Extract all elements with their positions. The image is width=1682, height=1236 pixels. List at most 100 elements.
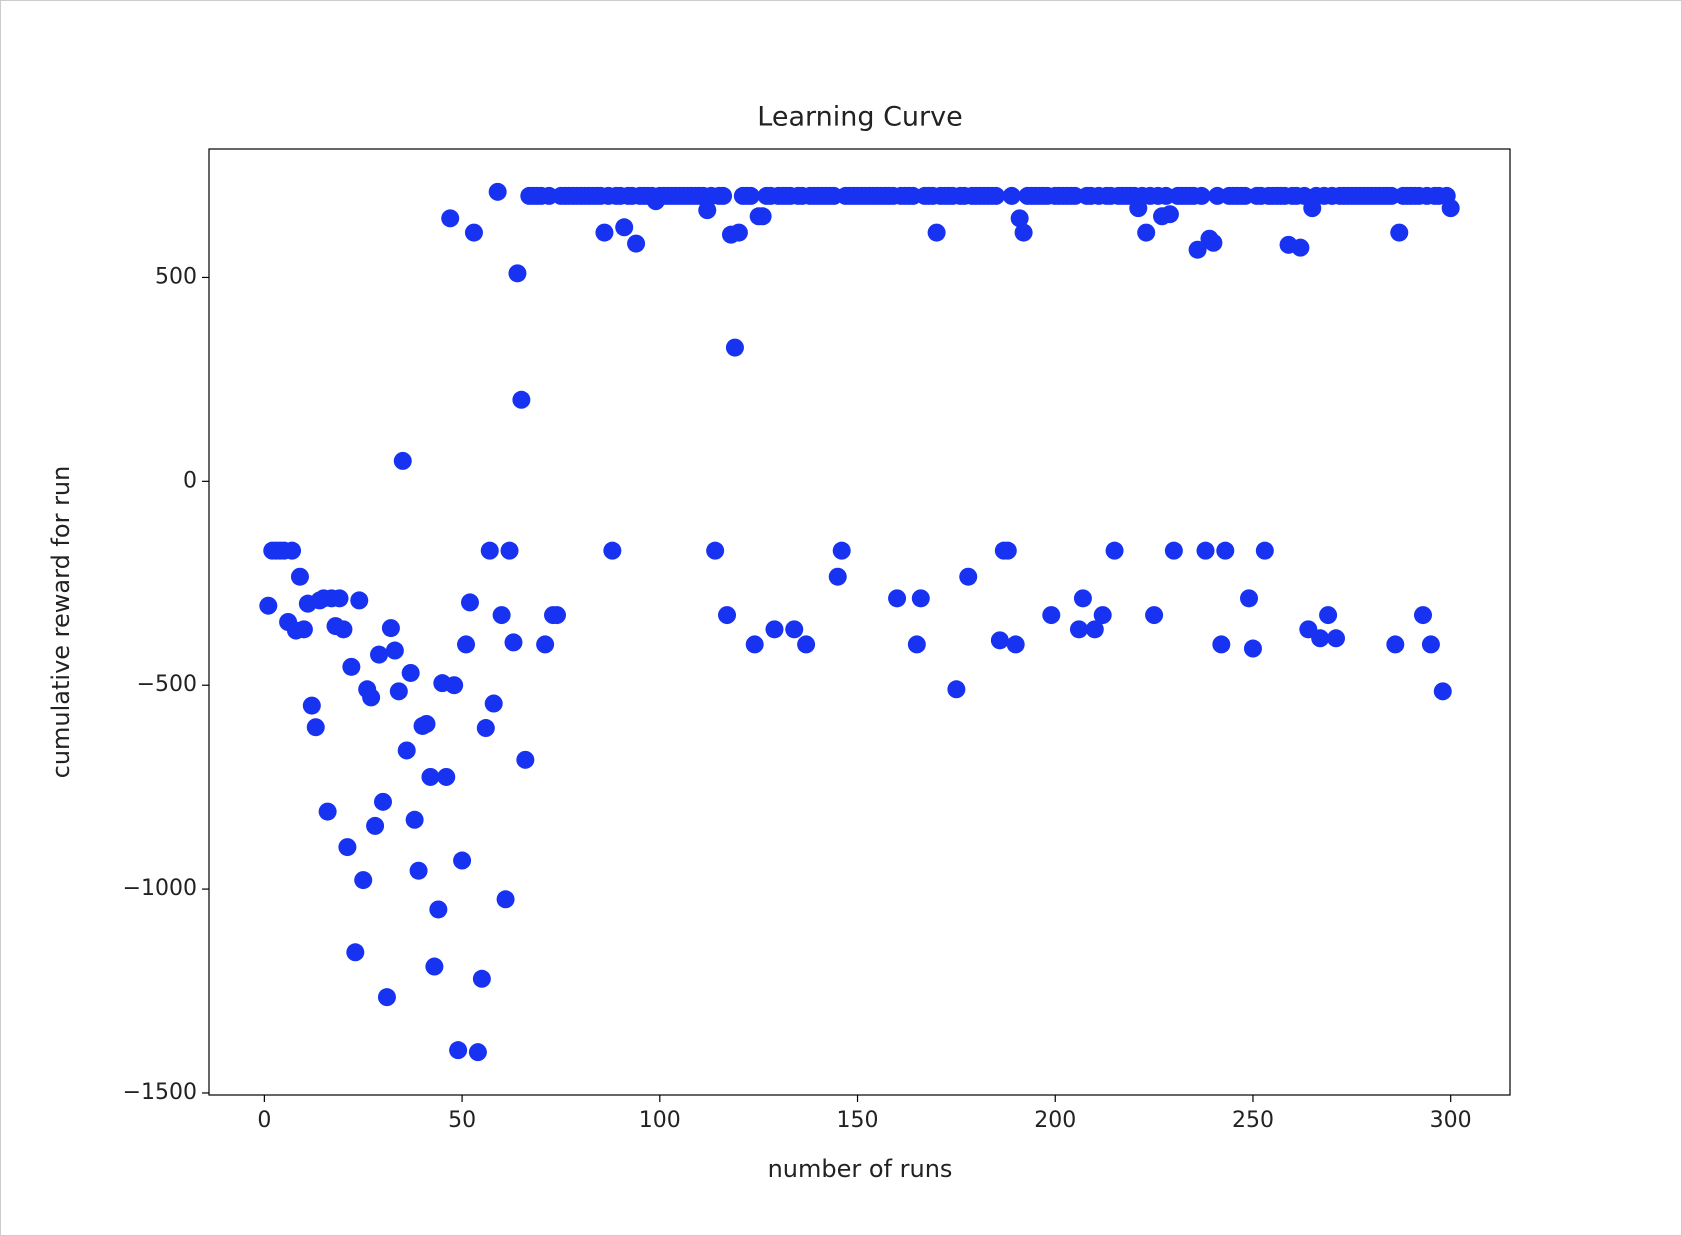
y-tick-label: −1500	[123, 1080, 197, 1105]
x-tick-label: 200	[1034, 1108, 1076, 1133]
point	[832, 541, 851, 560]
point	[362, 688, 381, 707]
point	[1386, 635, 1405, 654]
point	[998, 541, 1017, 560]
point	[888, 589, 907, 608]
point	[718, 606, 737, 625]
point	[1414, 606, 1433, 625]
point	[401, 663, 420, 682]
point	[1421, 635, 1440, 654]
point	[959, 567, 978, 586]
point	[595, 223, 614, 242]
x-tick-label: 300	[1430, 1108, 1472, 1133]
point	[397, 741, 416, 760]
point	[1164, 541, 1183, 560]
point	[1240, 589, 1259, 608]
x-tick-label: 100	[639, 1108, 681, 1133]
point	[429, 900, 448, 919]
point	[765, 620, 784, 639]
point	[283, 541, 302, 560]
point	[1192, 186, 1211, 205]
point	[449, 1041, 468, 1060]
point	[381, 619, 400, 638]
point	[445, 676, 464, 695]
point	[468, 1043, 487, 1062]
point	[346, 943, 365, 962]
point	[741, 186, 760, 205]
point	[1212, 635, 1231, 654]
point	[706, 541, 725, 560]
point	[1137, 223, 1156, 242]
point	[492, 606, 511, 625]
point	[464, 223, 483, 242]
point	[1311, 629, 1330, 648]
point	[627, 234, 646, 253]
point	[476, 719, 495, 738]
point	[1243, 639, 1262, 658]
point	[1433, 682, 1452, 701]
point	[797, 635, 816, 654]
point	[393, 451, 412, 470]
point	[441, 209, 460, 228]
point	[421, 767, 440, 786]
point	[504, 633, 523, 652]
point	[516, 750, 535, 769]
point	[1105, 541, 1124, 560]
point	[1069, 620, 1088, 639]
point	[1145, 606, 1164, 625]
point	[1014, 223, 1033, 242]
point	[1042, 606, 1061, 625]
point	[729, 223, 748, 242]
point	[1002, 186, 1021, 205]
point	[354, 871, 373, 890]
point	[1196, 541, 1215, 560]
point	[334, 620, 353, 639]
y-tick-label: −1000	[123, 876, 197, 901]
point	[500, 541, 519, 560]
point	[373, 792, 392, 811]
point	[342, 657, 361, 676]
point	[1093, 606, 1112, 625]
point	[1006, 635, 1025, 654]
point	[911, 589, 930, 608]
point	[389, 682, 408, 701]
chart-title: Learning Curve	[757, 102, 962, 133]
point	[1255, 541, 1274, 560]
point	[1160, 205, 1179, 224]
point	[1010, 209, 1029, 228]
point	[547, 606, 566, 625]
point	[1319, 606, 1338, 625]
point	[508, 264, 527, 283]
point	[1441, 199, 1460, 218]
point	[512, 390, 531, 409]
point	[1188, 240, 1207, 259]
point	[350, 591, 369, 610]
point	[366, 816, 385, 835]
point	[990, 631, 1009, 650]
point	[437, 767, 456, 786]
point	[1216, 541, 1235, 560]
point	[1327, 629, 1346, 648]
point	[259, 596, 278, 615]
y-axis-label: cumulative reward for run	[47, 466, 75, 779]
y-tick-label: 500	[155, 264, 197, 289]
x-tick-label: 150	[837, 1108, 879, 1133]
point	[377, 988, 396, 1007]
point	[615, 218, 634, 237]
point	[1390, 223, 1409, 242]
point	[484, 694, 503, 713]
point	[536, 635, 555, 654]
point	[460, 593, 479, 612]
point	[405, 810, 424, 829]
point	[714, 186, 733, 205]
x-tick-label: 250	[1232, 1108, 1274, 1133]
point	[370, 645, 389, 664]
x-axis-label: number of runs	[768, 1155, 953, 1183]
point	[425, 957, 444, 976]
point	[947, 680, 966, 699]
point	[306, 718, 325, 737]
point	[986, 186, 1005, 205]
point	[480, 541, 499, 560]
plot-area	[208, 148, 1511, 1096]
